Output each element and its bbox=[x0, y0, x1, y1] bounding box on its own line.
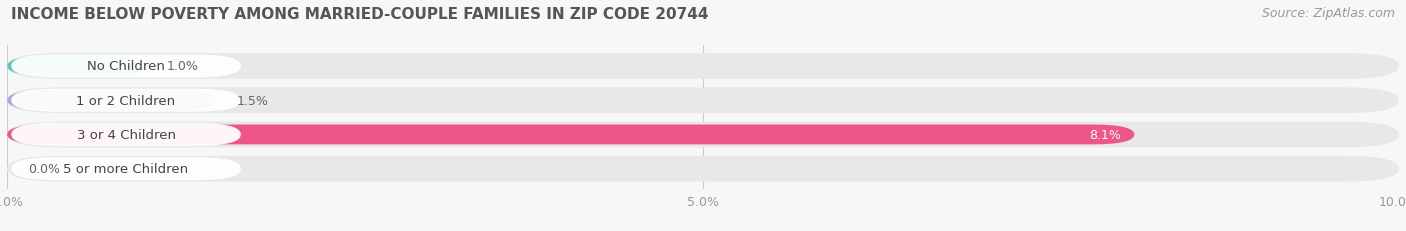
Text: 1.0%: 1.0% bbox=[167, 60, 200, 73]
FancyBboxPatch shape bbox=[11, 158, 240, 180]
Text: 8.1%: 8.1% bbox=[1088, 128, 1121, 141]
Text: 5 or more Children: 5 or more Children bbox=[63, 162, 188, 175]
FancyBboxPatch shape bbox=[7, 54, 1399, 79]
FancyBboxPatch shape bbox=[11, 55, 240, 78]
Text: No Children: No Children bbox=[87, 60, 165, 73]
FancyBboxPatch shape bbox=[7, 88, 1399, 114]
FancyBboxPatch shape bbox=[7, 156, 1399, 182]
FancyBboxPatch shape bbox=[11, 89, 240, 112]
FancyBboxPatch shape bbox=[7, 122, 1399, 148]
FancyBboxPatch shape bbox=[7, 125, 1135, 145]
Text: 1.5%: 1.5% bbox=[236, 94, 269, 107]
Text: INCOME BELOW POVERTY AMONG MARRIED-COUPLE FAMILIES IN ZIP CODE 20744: INCOME BELOW POVERTY AMONG MARRIED-COUPL… bbox=[11, 7, 709, 22]
FancyBboxPatch shape bbox=[7, 91, 217, 111]
FancyBboxPatch shape bbox=[7, 57, 146, 76]
Text: Source: ZipAtlas.com: Source: ZipAtlas.com bbox=[1261, 7, 1395, 20]
Text: 0.0%: 0.0% bbox=[28, 162, 60, 175]
Text: 1 or 2 Children: 1 or 2 Children bbox=[76, 94, 176, 107]
Text: 3 or 4 Children: 3 or 4 Children bbox=[76, 128, 176, 141]
FancyBboxPatch shape bbox=[11, 123, 240, 146]
